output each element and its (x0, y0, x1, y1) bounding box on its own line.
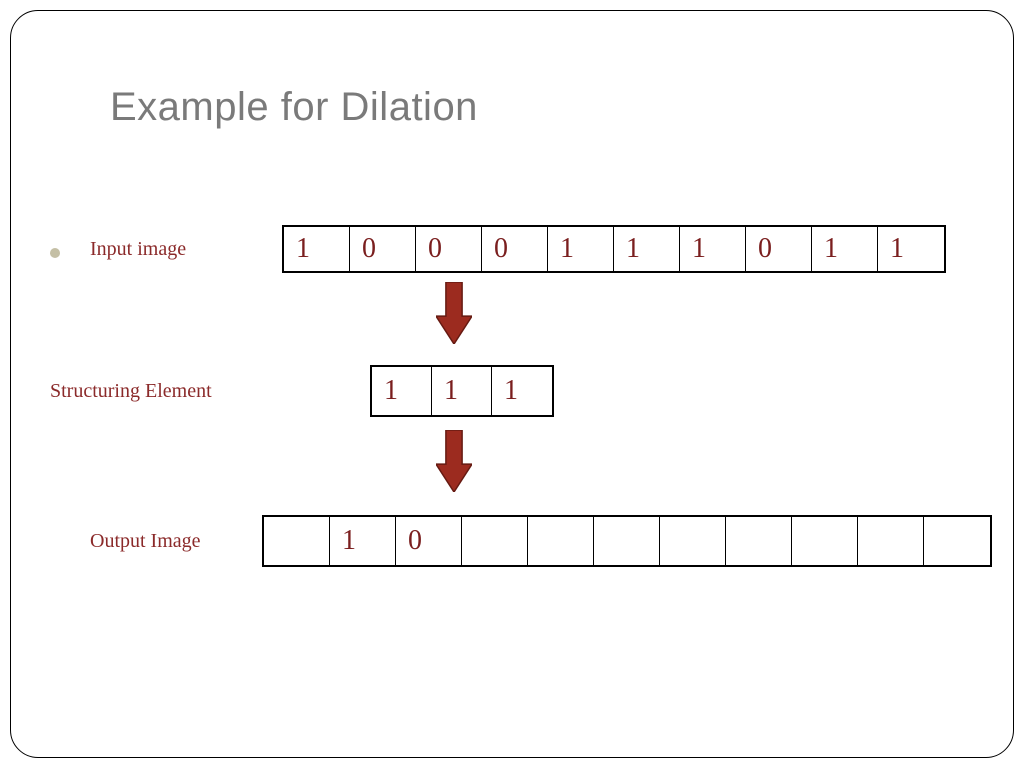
cell (594, 517, 660, 565)
cell: 1 (548, 227, 614, 271)
struct-row: 111 (370, 365, 554, 417)
cell (660, 517, 726, 565)
cell: 1 (680, 227, 746, 271)
cell (528, 517, 594, 565)
cell: 1 (330, 517, 396, 565)
cell: 1 (878, 227, 944, 271)
cell: 1 (284, 227, 350, 271)
arrow-down-icon (436, 282, 472, 344)
cell (858, 517, 924, 565)
cell (726, 517, 792, 565)
label-output: Output Image (90, 530, 201, 553)
cell: 1 (812, 227, 878, 271)
label-struct: Structuring Element (50, 380, 212, 403)
cell: 0 (396, 517, 462, 565)
cell: 0 (416, 227, 482, 271)
cell: 1 (372, 367, 432, 415)
cell (264, 517, 330, 565)
cell: 1 (432, 367, 492, 415)
cell (462, 517, 528, 565)
cell (924, 517, 990, 565)
cell: 1 (614, 227, 680, 271)
page-title: Example for Dilation (110, 85, 478, 130)
output-row: 10 (262, 515, 992, 567)
input-row: 1000111011 (282, 225, 946, 273)
cell: 0 (482, 227, 548, 271)
label-input: Input image (90, 238, 186, 261)
cell: 1 (492, 367, 552, 415)
bullet-dot (50, 248, 60, 258)
arrow-down-icon (436, 430, 472, 492)
cell: 0 (746, 227, 812, 271)
cell (792, 517, 858, 565)
cell: 0 (350, 227, 416, 271)
